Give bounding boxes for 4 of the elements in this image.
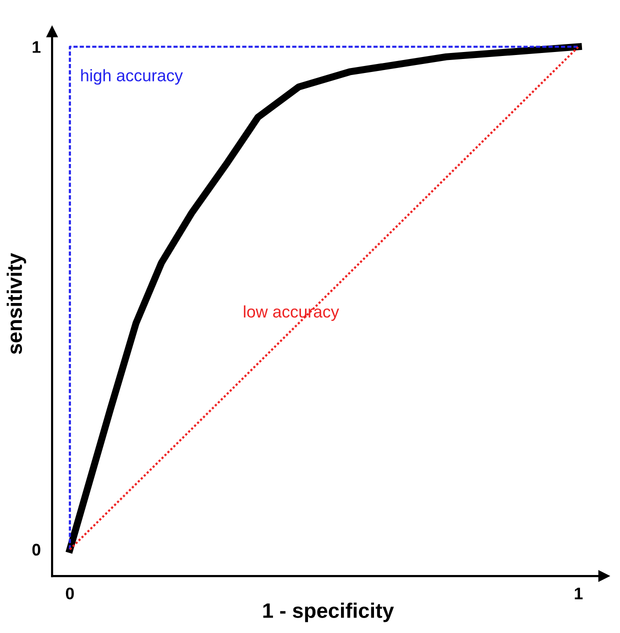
- x-axis-title: 1 - specificity: [263, 602, 394, 622]
- y-axis-title: sensitivity: [6, 253, 26, 354]
- series-label: low accuracy: [244, 305, 340, 321]
- series-label: high accuracy: [81, 69, 183, 85]
